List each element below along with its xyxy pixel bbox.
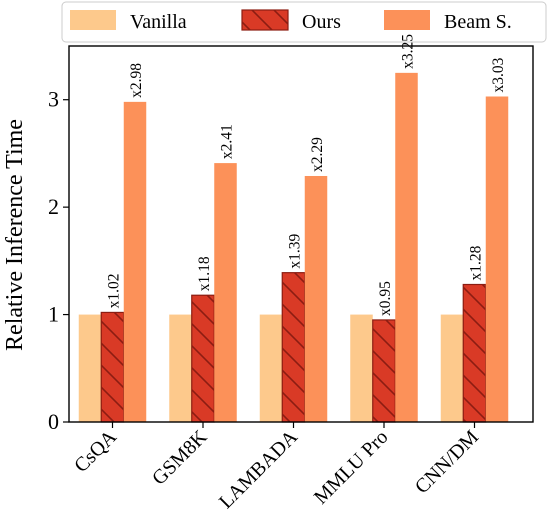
bar-beam-s-gsm8k bbox=[214, 163, 237, 422]
data-label-beam-s-mmlu-pro: x3.25 bbox=[400, 34, 417, 69]
x-tick-label-cnn-dm: CNN/DM bbox=[411, 426, 483, 498]
x-tick-label-gsm8k: GSM8K bbox=[148, 426, 212, 490]
bar-beam-s-cnn-dm bbox=[485, 96, 509, 423]
bar-hatch-ours-gsm8k bbox=[191, 294, 215, 423]
legend-swatch-vanilla bbox=[70, 10, 116, 30]
legend-label-ours: Ours bbox=[302, 11, 341, 33]
legend-label-vanilla: Vanilla bbox=[130, 11, 187, 33]
data-label-beam-s-gsm8k: x2.41 bbox=[219, 124, 236, 159]
data-label-ours-csqa: x1.02 bbox=[106, 274, 123, 309]
legend: Vanilla Ours Beam S. bbox=[61, 1, 547, 43]
y-axis-label: Relative Inference Time bbox=[2, 119, 28, 351]
x-tick-label-lambada: LAMBADA bbox=[215, 426, 302, 513]
x-tick-label-mmlu-pro: MMLU Pro bbox=[310, 426, 393, 509]
legend-swatch-beam bbox=[384, 10, 430, 30]
bar-hatch-ours-cnn-dm bbox=[462, 283, 487, 423]
data-label-beam-s-lambada: x2.29 bbox=[309, 137, 326, 172]
x-ticks: CsQA GSM8K LAMBADA MMLU Pro CNN/DM bbox=[70, 422, 483, 513]
data-label-ours-gsm8k: x1.18 bbox=[196, 256, 213, 291]
y-tick-label-0: 0 bbox=[48, 409, 59, 434]
bar-hatch-ours-lambada bbox=[281, 272, 306, 423]
bar-beam-s-csqa bbox=[123, 101, 147, 422]
bar-vanilla-lambada bbox=[259, 314, 283, 422]
bar-beam-s-mmlu-pro bbox=[395, 72, 418, 422]
data-label-beam-s-cnn-dm: x3.03 bbox=[490, 57, 507, 92]
bar-hatch-ours-csqa bbox=[100, 311, 125, 423]
data-label-ours-cnn-dm: x1.28 bbox=[468, 245, 485, 280]
legend-label-beam: Beam S. bbox=[444, 11, 512, 33]
y-tick-label-2: 2 bbox=[48, 194, 59, 219]
data-label-beam-s-csqa: x2.98 bbox=[128, 63, 145, 98]
y-ticks: 0 1 2 3 bbox=[48, 87, 69, 434]
bars-group: x1.02 x2.98 x1.18 x2.41 x1.39 x2.29 x0.95 x3.25… bbox=[78, 34, 509, 423]
bar-vanilla-cnn-dm bbox=[440, 314, 464, 422]
data-label-ours-lambada: x1.39 bbox=[287, 234, 304, 269]
bar-vanilla-mmlu-pro bbox=[350, 314, 373, 422]
x-tick-label-csqa: CsQA bbox=[70, 426, 121, 477]
y-tick-label-3: 3 bbox=[48, 87, 59, 112]
y-tick-label-1: 1 bbox=[48, 302, 59, 327]
legend-swatch-ours-hatch bbox=[241, 9, 289, 31]
data-label-ours-mmlu-pro: x0.95 bbox=[377, 281, 394, 316]
bar-vanilla-csqa bbox=[78, 314, 102, 422]
plot-frame bbox=[68, 45, 534, 423]
bar-hatch-ours-mmlu-pro bbox=[372, 319, 396, 423]
bar-vanilla-gsm8k bbox=[169, 314, 192, 422]
bar-beam-s-lambada bbox=[304, 175, 328, 422]
